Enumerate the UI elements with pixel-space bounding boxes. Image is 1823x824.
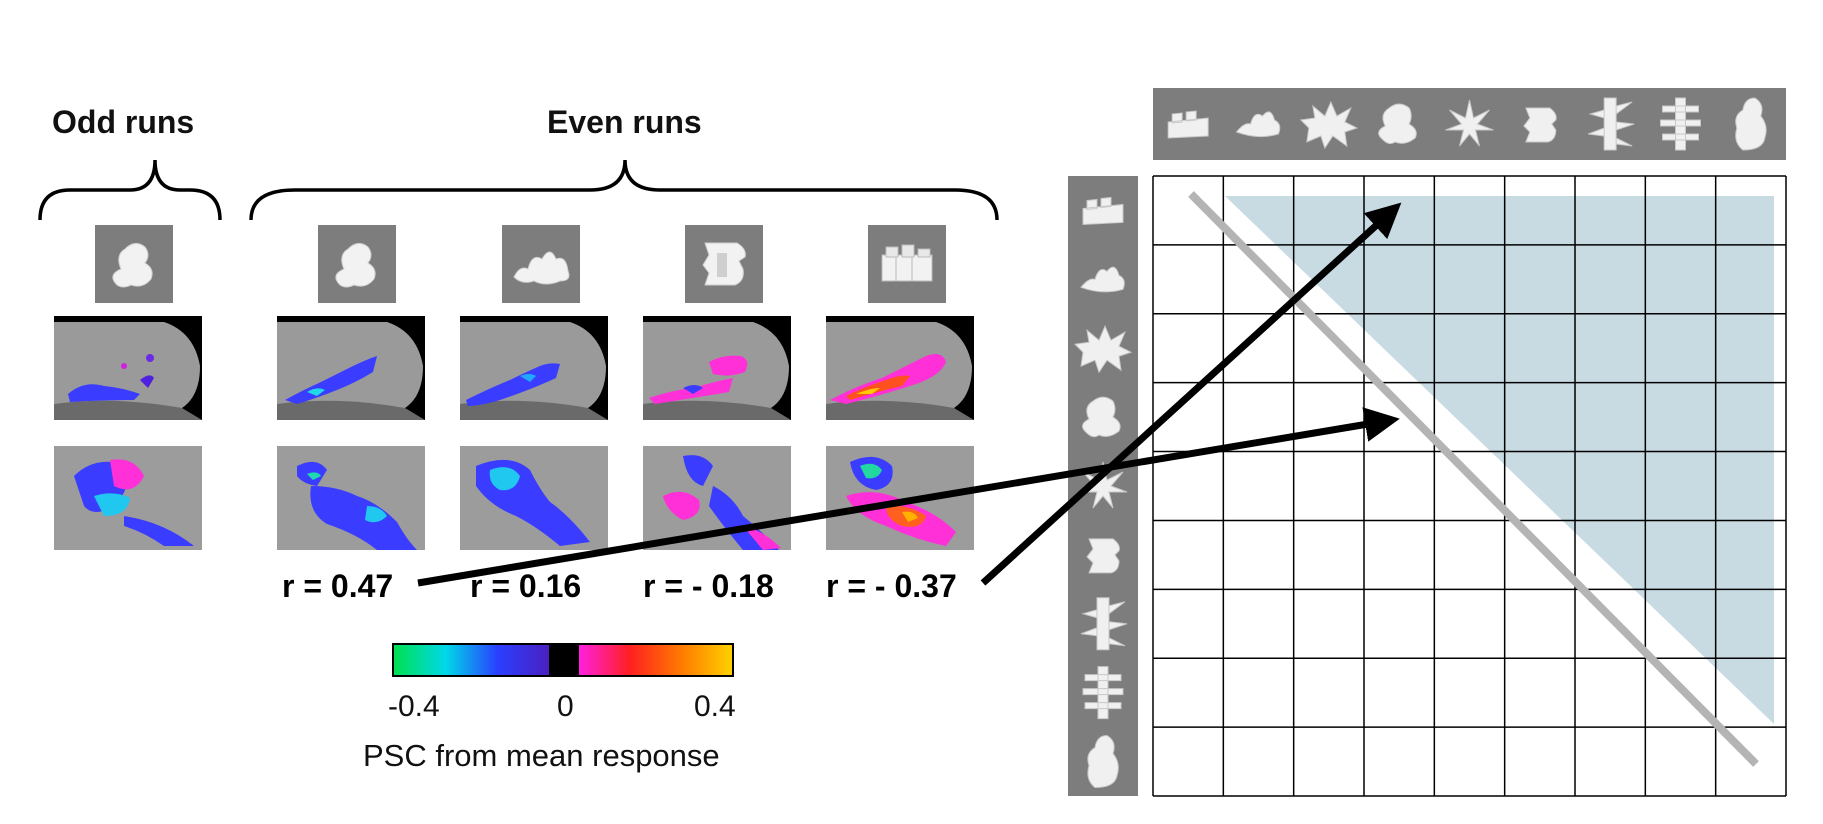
odd-runs-label: Odd runs: [52, 104, 195, 140]
odd-runs-brace: [38, 159, 222, 221]
even-runs-brace: [249, 159, 999, 221]
colorbar: [392, 643, 734, 677]
matrix-row-star-burst-icon: [1078, 461, 1128, 509]
matrix-row-stacked-column-icon: [1082, 666, 1124, 720]
wavy-blob-icon: [513, 251, 570, 285]
even-brain-map-bottom-1: [277, 446, 425, 550]
colorbar-positive-segment: [579, 645, 732, 675]
colorbar-label: PSC from mean response: [363, 738, 720, 773]
even-shape-thumb-2: [502, 225, 580, 303]
matrix-row-spiked-column-icon: [1080, 597, 1128, 651]
colorbar-zero-segment: [549, 645, 579, 675]
colorbar-tick-zero: 0: [557, 690, 574, 723]
matrix-row-bumpy-blob-icon: [1082, 396, 1121, 438]
even-shape-thumb-4: [868, 225, 946, 303]
cube-cluster-icon: [881, 244, 933, 282]
matrix-col-stacked-column-icon: [1660, 97, 1701, 151]
even-brain-map-top-1: [277, 316, 425, 420]
block-shape-icon: [702, 242, 746, 286]
even-brain-map-top-3: [643, 316, 791, 420]
even-runs-label: Even runs: [547, 104, 702, 140]
colorbar-tick-min: -0.4: [388, 690, 440, 723]
matrix-col-wavy-blob-icon: [1235, 111, 1281, 138]
bumpy-blob-icon: [112, 243, 153, 288]
matrix-col-star-burst-icon: [1445, 99, 1494, 147]
even-brain-map-top-4: [826, 316, 974, 420]
matrix-row-block-icon: [1086, 538, 1120, 574]
colorbar-negative-segment: [394, 645, 549, 675]
matrix-row-cube-cluster-icon: [1082, 196, 1124, 225]
even-shape-thumb-1: [318, 225, 396, 303]
matrix-col-tall-blob-icon: [1735, 97, 1767, 151]
matrix-col-bumpy-blob-icon: [1378, 103, 1417, 145]
matrix-col-block-icon: [1523, 107, 1557, 143]
matrix-col-spiked-column-icon: [1587, 97, 1635, 151]
correlation-label-1: r = 0.47: [282, 568, 394, 604]
matrix-col-spiky-blob-icon: [1299, 100, 1359, 150]
bumpy-blob-icon: [335, 243, 376, 288]
colorbar-tick-max: 0.4: [694, 690, 736, 723]
matrix-row-tall-blob-icon: [1087, 735, 1119, 789]
odd-shape-thumb: [95, 225, 173, 303]
matrix-col-cube-cluster-icon: [1167, 110, 1209, 139]
odd-brain-map-bottom: [54, 446, 202, 550]
even-brain-map-top-2: [460, 316, 608, 420]
even-shape-thumb-3: [685, 225, 763, 303]
odd-brain-map-top: [54, 316, 202, 420]
matrix-row-spiky-blob-icon: [1073, 324, 1133, 374]
matrix-row-wavy-blob-icon: [1080, 266, 1125, 293]
